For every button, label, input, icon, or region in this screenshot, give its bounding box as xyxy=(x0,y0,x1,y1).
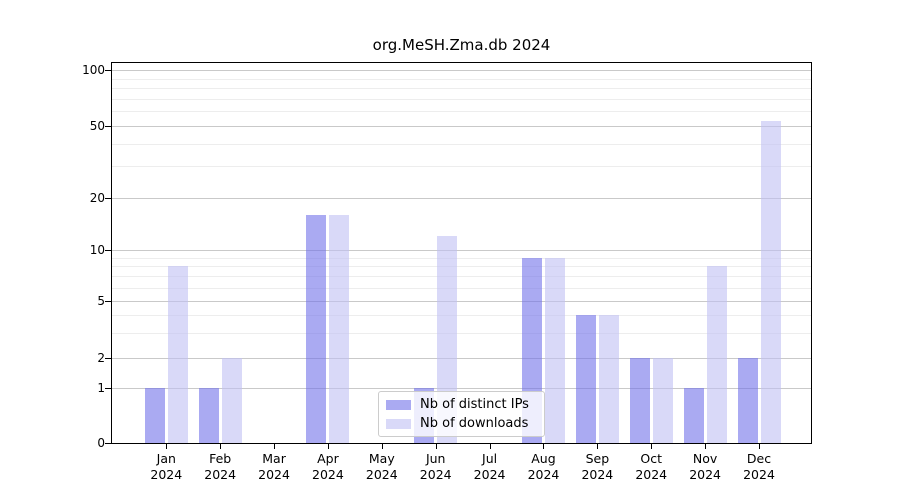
bar-downloads-apr xyxy=(329,214,350,443)
gridline-major-1 xyxy=(112,388,811,389)
gridline-minor-60 xyxy=(112,111,811,113)
chart-title: org.MeSH.Zma.db 2024 xyxy=(372,36,551,54)
bar-distinct-ips-jan xyxy=(144,388,165,443)
x-tick-mark-nov xyxy=(705,444,707,449)
x-tick-label-dec: Dec 2024 xyxy=(743,451,775,482)
gridline-minor-8 xyxy=(112,266,811,268)
legend-swatch-distinct-ips xyxy=(386,399,411,410)
legend-item-downloads: Nb of downloads xyxy=(386,416,544,431)
bar-downloads-nov xyxy=(706,266,727,443)
gridline-minor-80 xyxy=(112,88,811,90)
y-tick-label-1: 1 xyxy=(97,381,105,395)
x-tick-label-nov: Nov 2024 xyxy=(689,451,722,482)
y-tick-label-2: 2 xyxy=(97,351,105,365)
y-tick-label-20: 20 xyxy=(89,191,105,205)
x-tick-label-jan: Jan 2024 xyxy=(150,451,183,482)
gridline-minor-9 xyxy=(112,257,811,259)
y-tick-mark-50 xyxy=(105,126,111,127)
gridline-major-10 xyxy=(112,250,811,251)
gridline-minor-4 xyxy=(112,314,811,316)
gridline-major-20 xyxy=(112,198,811,199)
x-tick-label-feb: Feb 2024 xyxy=(204,451,237,482)
bar-distinct-ips-oct xyxy=(629,358,650,443)
bar-downloads-dec xyxy=(760,121,781,443)
y-tick-label-10: 10 xyxy=(89,243,105,257)
y-tick-label-100: 100 xyxy=(82,63,105,77)
gridline-major-5 xyxy=(112,301,811,302)
y-tick-label-5: 5 xyxy=(97,294,105,308)
legend: Nb of distinct IPs Nb of downloads xyxy=(378,391,545,437)
bar-distinct-ips-nov xyxy=(683,388,704,443)
y-tick-mark-1 xyxy=(105,388,111,389)
bar-downloads-oct xyxy=(652,358,673,443)
y-tick-mark-2 xyxy=(105,358,111,359)
y-tick-mark-0 xyxy=(105,443,111,444)
bar-downloads-sep xyxy=(598,314,619,443)
x-tick-label-oct: Oct 2024 xyxy=(635,451,668,482)
bar-distinct-ips-feb xyxy=(198,388,219,443)
x-tick-label-jul: Jul 2024 xyxy=(473,451,506,482)
x-tick-mark-sep xyxy=(597,444,599,449)
x-tick-mark-aug xyxy=(543,444,545,449)
y-tick-mark-100 xyxy=(105,70,111,71)
gridline-major-100 xyxy=(112,70,811,71)
x-tick-mark-mar xyxy=(274,444,276,449)
legend-item-distinct-ips: Nb of distinct IPs xyxy=(386,397,544,412)
bar-downloads-jan xyxy=(167,266,188,443)
gridline-major-50 xyxy=(112,126,811,127)
gridline-minor-90 xyxy=(112,78,811,80)
x-tick-label-may: May 2024 xyxy=(365,451,398,482)
y-tick-mark-10 xyxy=(105,250,111,251)
x-tick-mark-oct xyxy=(651,444,653,449)
plot-area xyxy=(111,62,812,444)
x-tick-mark-feb xyxy=(220,444,222,449)
x-tick-mark-jan xyxy=(166,444,168,449)
bar-downloads-feb xyxy=(221,358,242,443)
bar-downloads-aug xyxy=(544,257,565,443)
gridline-minor-40 xyxy=(112,143,811,145)
x-tick-label-sep: Sep 2024 xyxy=(581,451,614,482)
y-tick-mark-5 xyxy=(105,301,111,302)
bar-distinct-ips-apr xyxy=(306,214,327,443)
x-tick-mark-may xyxy=(381,444,383,449)
x-tick-mark-jul xyxy=(489,444,491,449)
x-tick-label-mar: Mar 2024 xyxy=(258,451,290,482)
x-tick-label-aug: Aug 2024 xyxy=(527,451,560,482)
y-tick-label-50: 50 xyxy=(89,119,105,133)
y-tick-label-0: 0 xyxy=(97,436,105,450)
x-tick-label-apr: Apr 2024 xyxy=(312,451,344,482)
bar-distinct-ips-dec xyxy=(737,358,758,443)
gridline-minor-3 xyxy=(112,332,811,334)
x-tick-mark-dec xyxy=(759,444,760,449)
gridline-minor-6 xyxy=(112,287,811,289)
legend-label-distinct-ips: Nb of distinct IPs xyxy=(420,397,529,412)
y-tick-mark-20 xyxy=(105,198,111,199)
x-tick-mark-apr xyxy=(327,444,329,449)
bar-distinct-ips-sep xyxy=(575,314,596,443)
x-tick-mark-jun xyxy=(435,444,437,449)
legend-swatch-downloads xyxy=(386,418,411,429)
gridline-minor-70 xyxy=(112,98,811,100)
legend-label-downloads: Nb of downloads xyxy=(420,416,529,431)
gridline-minor-7 xyxy=(112,276,811,278)
x-tick-label-jun: Jun 2024 xyxy=(419,451,452,482)
gridline-major-2 xyxy=(112,358,811,359)
gridline-minor-30 xyxy=(112,166,811,168)
